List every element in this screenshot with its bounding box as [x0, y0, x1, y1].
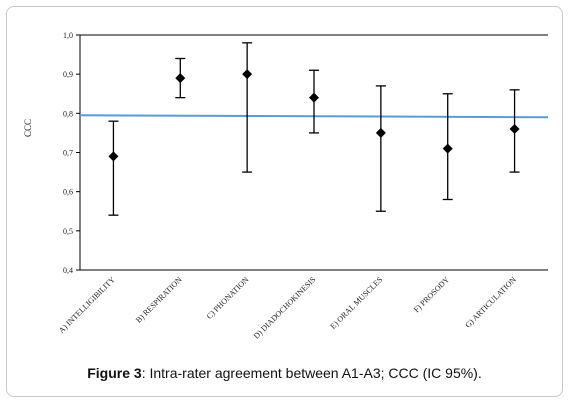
- data-point: [242, 69, 253, 80]
- y-tick-label: 0,8: [63, 109, 73, 118]
- x-tick-label: G) ARTICULATION: [463, 275, 518, 330]
- data-point: [108, 151, 119, 162]
- y-tick-label: 0,5: [63, 227, 73, 236]
- x-tick-label: E) ORAL MUSCLES: [328, 275, 384, 331]
- y-axis-label: CCC: [23, 119, 33, 137]
- y-tick-label: 0,9: [63, 70, 73, 79]
- y-tick-label: 1,0: [63, 31, 73, 40]
- data-point: [509, 124, 520, 134]
- x-tick-label: B) RESPIRATION: [134, 275, 184, 325]
- data-point: [175, 73, 186, 84]
- caption-label: Figure 3: [87, 365, 142, 381]
- error-bars: [108, 42, 520, 216]
- x-tick-labels: A) INTELLIGIBILITY B) RESPIRATION C) PHONA…: [57, 275, 518, 341]
- data-point: [442, 143, 453, 154]
- data-point: [309, 92, 319, 103]
- x-tick-label: D) DIADOCHOKINESIS: [252, 275, 318, 341]
- chart: CCC 0,4 0,5 0,6 0,7 0,8 0,9 1,0 A) INTELLIGIBI…: [23, 31, 549, 341]
- figure-caption: Figure 3: Intra-rater agreement between …: [0, 365, 569, 381]
- x-tick-label: A) INTELLIGIBILITY: [57, 275, 117, 335]
- y-tick-label: 0,7: [63, 149, 73, 158]
- x-tick-label: F) PROSODY: [412, 275, 451, 314]
- y-tick-label: 0,4: [63, 266, 73, 275]
- data-point: [375, 127, 386, 138]
- y-tick-label: 0,6: [63, 188, 73, 197]
- figure-frame: [6, 6, 563, 397]
- y-ticks: 0,4 0,5 0,6 0,7 0,8 0,9 1,0: [63, 31, 80, 275]
- x-tick-label: C) PHONATION: [205, 275, 251, 321]
- caption-text: : Intra-rater agreement between A1-A3; C…: [141, 365, 482, 381]
- points: [108, 69, 520, 162]
